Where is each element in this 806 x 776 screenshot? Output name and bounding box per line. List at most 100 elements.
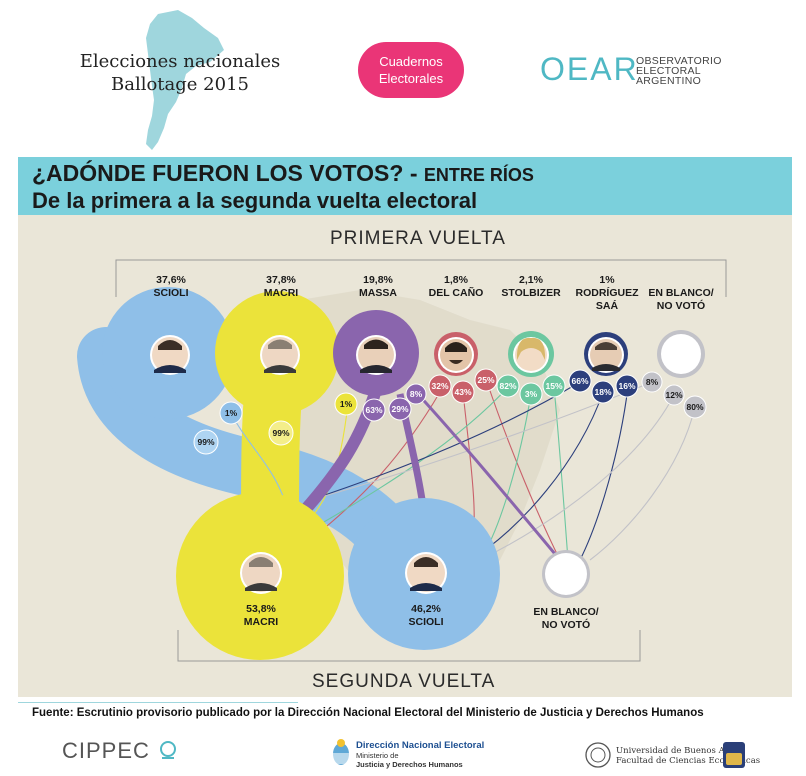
flow-badge-label: 63% (365, 405, 382, 415)
flow-badge: 16% (615, 374, 639, 398)
flow-badge-label: 29% (391, 404, 408, 414)
header-title: Elecciones nacionales Ballotage 2015 (40, 50, 320, 96)
header-title-line1: Elecciones nacionales (79, 51, 281, 72)
avatar-macri-first (260, 335, 300, 375)
flow-badge: 18% (591, 380, 615, 404)
flow-badge: 82% (496, 374, 520, 398)
ice-logo-icon (723, 742, 745, 768)
label-blanco-second: EN BLANCO/NO VOTÓ (524, 606, 608, 632)
pct-macri-second: 53,8% (246, 603, 276, 615)
title-banner (18, 157, 792, 215)
flow-badge-label: 8% (410, 389, 423, 399)
flow-badge: 43% (451, 380, 475, 404)
flow-badge-label: 3% (525, 389, 538, 399)
dne-block: Dirección Nacional Electoral Ministerio … (356, 740, 484, 769)
flow-badge-circle (268, 420, 294, 446)
label-scioli-second: 46,2% SCIOLI (384, 603, 468, 629)
flow-badge-circle (428, 374, 452, 398)
flow-badge-circle (591, 380, 615, 404)
flow-badge-circle (542, 374, 566, 398)
avatar-scioli-second (405, 552, 447, 594)
flow-badge: 99% (193, 429, 219, 455)
label-macri-first: 37,8% MACRI (239, 274, 323, 300)
segunda-vuelta-label: SEGUNDA VUELTA (312, 671, 496, 692)
avatar-delcano-first (438, 337, 474, 373)
flow-badge-circle (496, 374, 520, 398)
name-blanco-second-line1: EN BLANCO/ (533, 606, 599, 618)
flow-massa-to-blanco (414, 390, 562, 561)
uba-line1: Universidad de Buenos Aires (616, 746, 741, 756)
cippec-seal-icon (160, 741, 176, 759)
argentina-map-icon (146, 10, 224, 150)
flow-badge-label: 16% (618, 381, 635, 391)
flow-badge: 8% (405, 383, 427, 405)
segunda-bracket (177, 630, 641, 662)
pct-macri-first: 37,8% (266, 274, 296, 286)
source-separator (18, 702, 298, 703)
pct-massa-first: 19,8% (363, 274, 393, 286)
flow-badge-label: 80% (686, 402, 703, 412)
flow-badge: 12% (663, 384, 685, 406)
flow-badge-label: 66% (571, 376, 588, 386)
flow-badge-label: 99% (272, 428, 289, 438)
argentina-coat-of-arms-icon (333, 739, 349, 765)
flow-badge-circle (451, 380, 475, 404)
flow-badge-label: 1% (225, 408, 238, 418)
flow-badge-circle (663, 384, 685, 406)
flow-badge: 1% (219, 401, 243, 425)
flow-blanco-to-scioli (479, 394, 675, 561)
cuadernos-electorales-badge: Cuadernos Electorales (358, 42, 464, 98)
pct-scioli-second: 46,2% (411, 603, 441, 615)
name-scioli-first: SCIOLI (153, 287, 189, 299)
banner-subtitle: De la primera a la segunda vuelta electo… (32, 188, 478, 213)
flow-badge: 99% (268, 420, 294, 446)
uba-line2: Facultad de Ciencias Económicas (616, 756, 761, 766)
name-blanco-first-line1: EN BLANCO/ (648, 287, 714, 299)
cippec-logo: CIPPEC (62, 738, 150, 763)
badge-line2: Electorales (378, 71, 444, 86)
flow-badge-label: 8% (646, 377, 659, 387)
circle-blanco-first-inner (661, 334, 701, 374)
flow-badge-circle (405, 383, 427, 405)
flow-delcano-to-blanco (486, 381, 561, 561)
badge-line1: Cuadernos (379, 54, 443, 69)
oear-logo: OEAR (540, 51, 639, 87)
oear-line2: ELECTORAL (636, 65, 701, 77)
avatar-scioli-first (150, 335, 190, 375)
pct-stolbizer-first: 2,1% (519, 274, 543, 286)
flow-badge-label: 82% (499, 381, 516, 391)
flow-badges: 1%99%99%1%63% 29%8%32%43%25%82%3%15% 66%18… (193, 368, 707, 455)
flow-badge-label: 25% (477, 375, 494, 385)
pct-delcano-first: 1,8% (444, 274, 468, 286)
flow-rodriguez-to-blanco (579, 386, 629, 561)
flow-badge-circle (641, 371, 663, 393)
flow-badge: 29% (388, 397, 412, 421)
dne-line3: Justicia y Derechos Humanos (356, 760, 463, 769)
label-scioli-first: 37,6% SCIOLI (129, 274, 213, 300)
flow-badge-circle (362, 398, 386, 422)
flow-badge-circle (193, 429, 219, 455)
flow-blanco-to-blanco (589, 406, 696, 561)
name-stolbizer-first: STOLBIZER (501, 287, 561, 299)
flow-badge-circle (568, 369, 592, 393)
flow-badge-circle (219, 401, 243, 425)
label-macri-second: 53,8% MACRI (219, 603, 303, 629)
name-massa-first: MASSA (359, 287, 397, 299)
label-massa-first: 19,8% MASSA (336, 274, 420, 300)
flow-badge-circle (334, 392, 358, 416)
banner-title-main: ¿ADÓNDE FUERON LOS VOTOS? - (32, 160, 424, 186)
pct-scioli-first: 37,6% (156, 274, 186, 286)
flow-badge-label: 18% (594, 387, 611, 397)
flow-badge-circle (615, 374, 639, 398)
oear-name: OBSERVATORIO ELECTORAL ARGENTINO (636, 56, 722, 87)
flow-badge-circle (519, 382, 543, 406)
flow-stolbizer-to-blanco (553, 386, 569, 561)
avatar-stolbizer-first (513, 337, 549, 373)
primera-bracket (115, 259, 727, 297)
flow-badge-label: 12% (665, 390, 682, 400)
flow-badge: 63% (362, 398, 386, 422)
name-delcano-first: DEL CAÑO (428, 287, 484, 299)
label-stolbizer-first: 2,1% STOLBIZER (489, 274, 573, 300)
flow-badge-circle (683, 395, 707, 419)
